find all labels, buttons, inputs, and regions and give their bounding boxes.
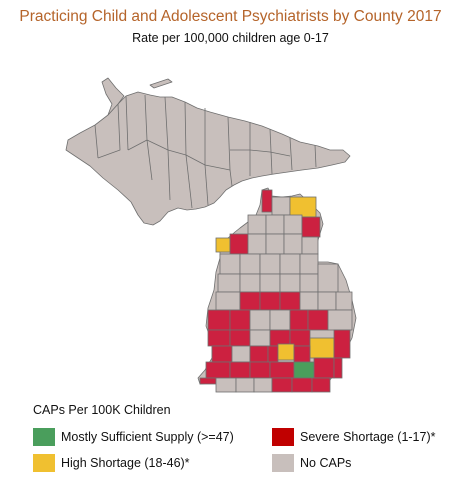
county: [259, 291, 281, 311]
county: [261, 189, 273, 213]
county: [253, 377, 273, 393]
county: [269, 361, 295, 379]
county: [259, 253, 281, 275]
county: [231, 345, 251, 363]
map-title: Practicing Child and Adolescent Psychiat…: [19, 8, 442, 25]
county: [299, 273, 319, 293]
county: [327, 309, 353, 331]
county: [277, 343, 295, 361]
county: [271, 196, 291, 216]
legend-label: Mostly Sufficient Supply (>=47): [61, 430, 234, 444]
county: [299, 291, 319, 311]
county: [283, 233, 303, 255]
county: [247, 233, 267, 255]
county: [249, 345, 269, 363]
legend-swatch-gray: [272, 454, 294, 472]
county: [289, 196, 317, 218]
county: [335, 291, 353, 311]
county: [267, 345, 279, 363]
county: [239, 273, 261, 293]
county: [333, 329, 351, 359]
county: [309, 337, 335, 359]
county: [259, 273, 281, 293]
county: [317, 291, 337, 311]
upper-peninsula-county-lines: [94, 94, 317, 209]
county: [291, 377, 313, 393]
county: [229, 329, 251, 347]
county: [301, 216, 321, 238]
county: [313, 357, 335, 379]
legend-label: No CAPs: [300, 456, 352, 470]
upper-peninsula: [65, 91, 351, 226]
county: [311, 377, 331, 393]
county: [279, 273, 301, 293]
county: [265, 214, 285, 235]
county: [299, 253, 319, 275]
county: [217, 273, 241, 293]
legend-item-sufficient: Mostly Sufficient Supply (>=47): [33, 428, 234, 446]
county: [249, 329, 271, 347]
legend-item-high: High Shortage (18-46)*: [33, 454, 190, 472]
legend-title: CAPs Per 100K Children: [33, 403, 171, 417]
county: [307, 309, 329, 331]
legend-label: High Shortage (18-46)*: [61, 456, 190, 470]
county: [249, 309, 271, 331]
county: [239, 291, 261, 311]
legend-swatch-yellow: [33, 454, 55, 472]
county: [229, 233, 249, 255]
county: [219, 253, 241, 275]
michigan-county-map: [65, 77, 357, 393]
county: [301, 236, 319, 255]
county: [229, 309, 251, 331]
keweenaw-peninsula: [101, 77, 125, 116]
county: [229, 361, 251, 379]
county: [279, 291, 301, 311]
county: [293, 361, 315, 379]
isle-royale: [149, 78, 173, 89]
county: [265, 233, 285, 255]
county: [211, 345, 233, 363]
county: [283, 214, 303, 235]
legend-item-none: No CAPs: [272, 454, 351, 472]
map-subtitle: Rate per 100,000 children age 0-17: [132, 31, 329, 45]
county: [279, 253, 301, 275]
county: [269, 309, 291, 331]
county: [205, 361, 231, 379]
legend-swatch-red: [272, 428, 294, 446]
legend-item-severe: Severe Shortage (1-17)*: [272, 428, 436, 446]
county: [207, 329, 231, 347]
legend-label: Severe Shortage (1-17)*: [300, 430, 436, 444]
county: [293, 345, 311, 363]
legend-swatch-green: [33, 428, 55, 446]
county: [239, 253, 261, 275]
county: [247, 214, 267, 235]
county: [199, 377, 217, 385]
county: [333, 357, 343, 379]
county: [235, 377, 255, 393]
county: [215, 291, 241, 311]
county: [271, 377, 293, 393]
county: [289, 309, 309, 331]
county: [249, 361, 271, 379]
county: [215, 377, 237, 393]
county: [207, 309, 231, 331]
county: [317, 263, 339, 293]
county: [215, 237, 231, 253]
